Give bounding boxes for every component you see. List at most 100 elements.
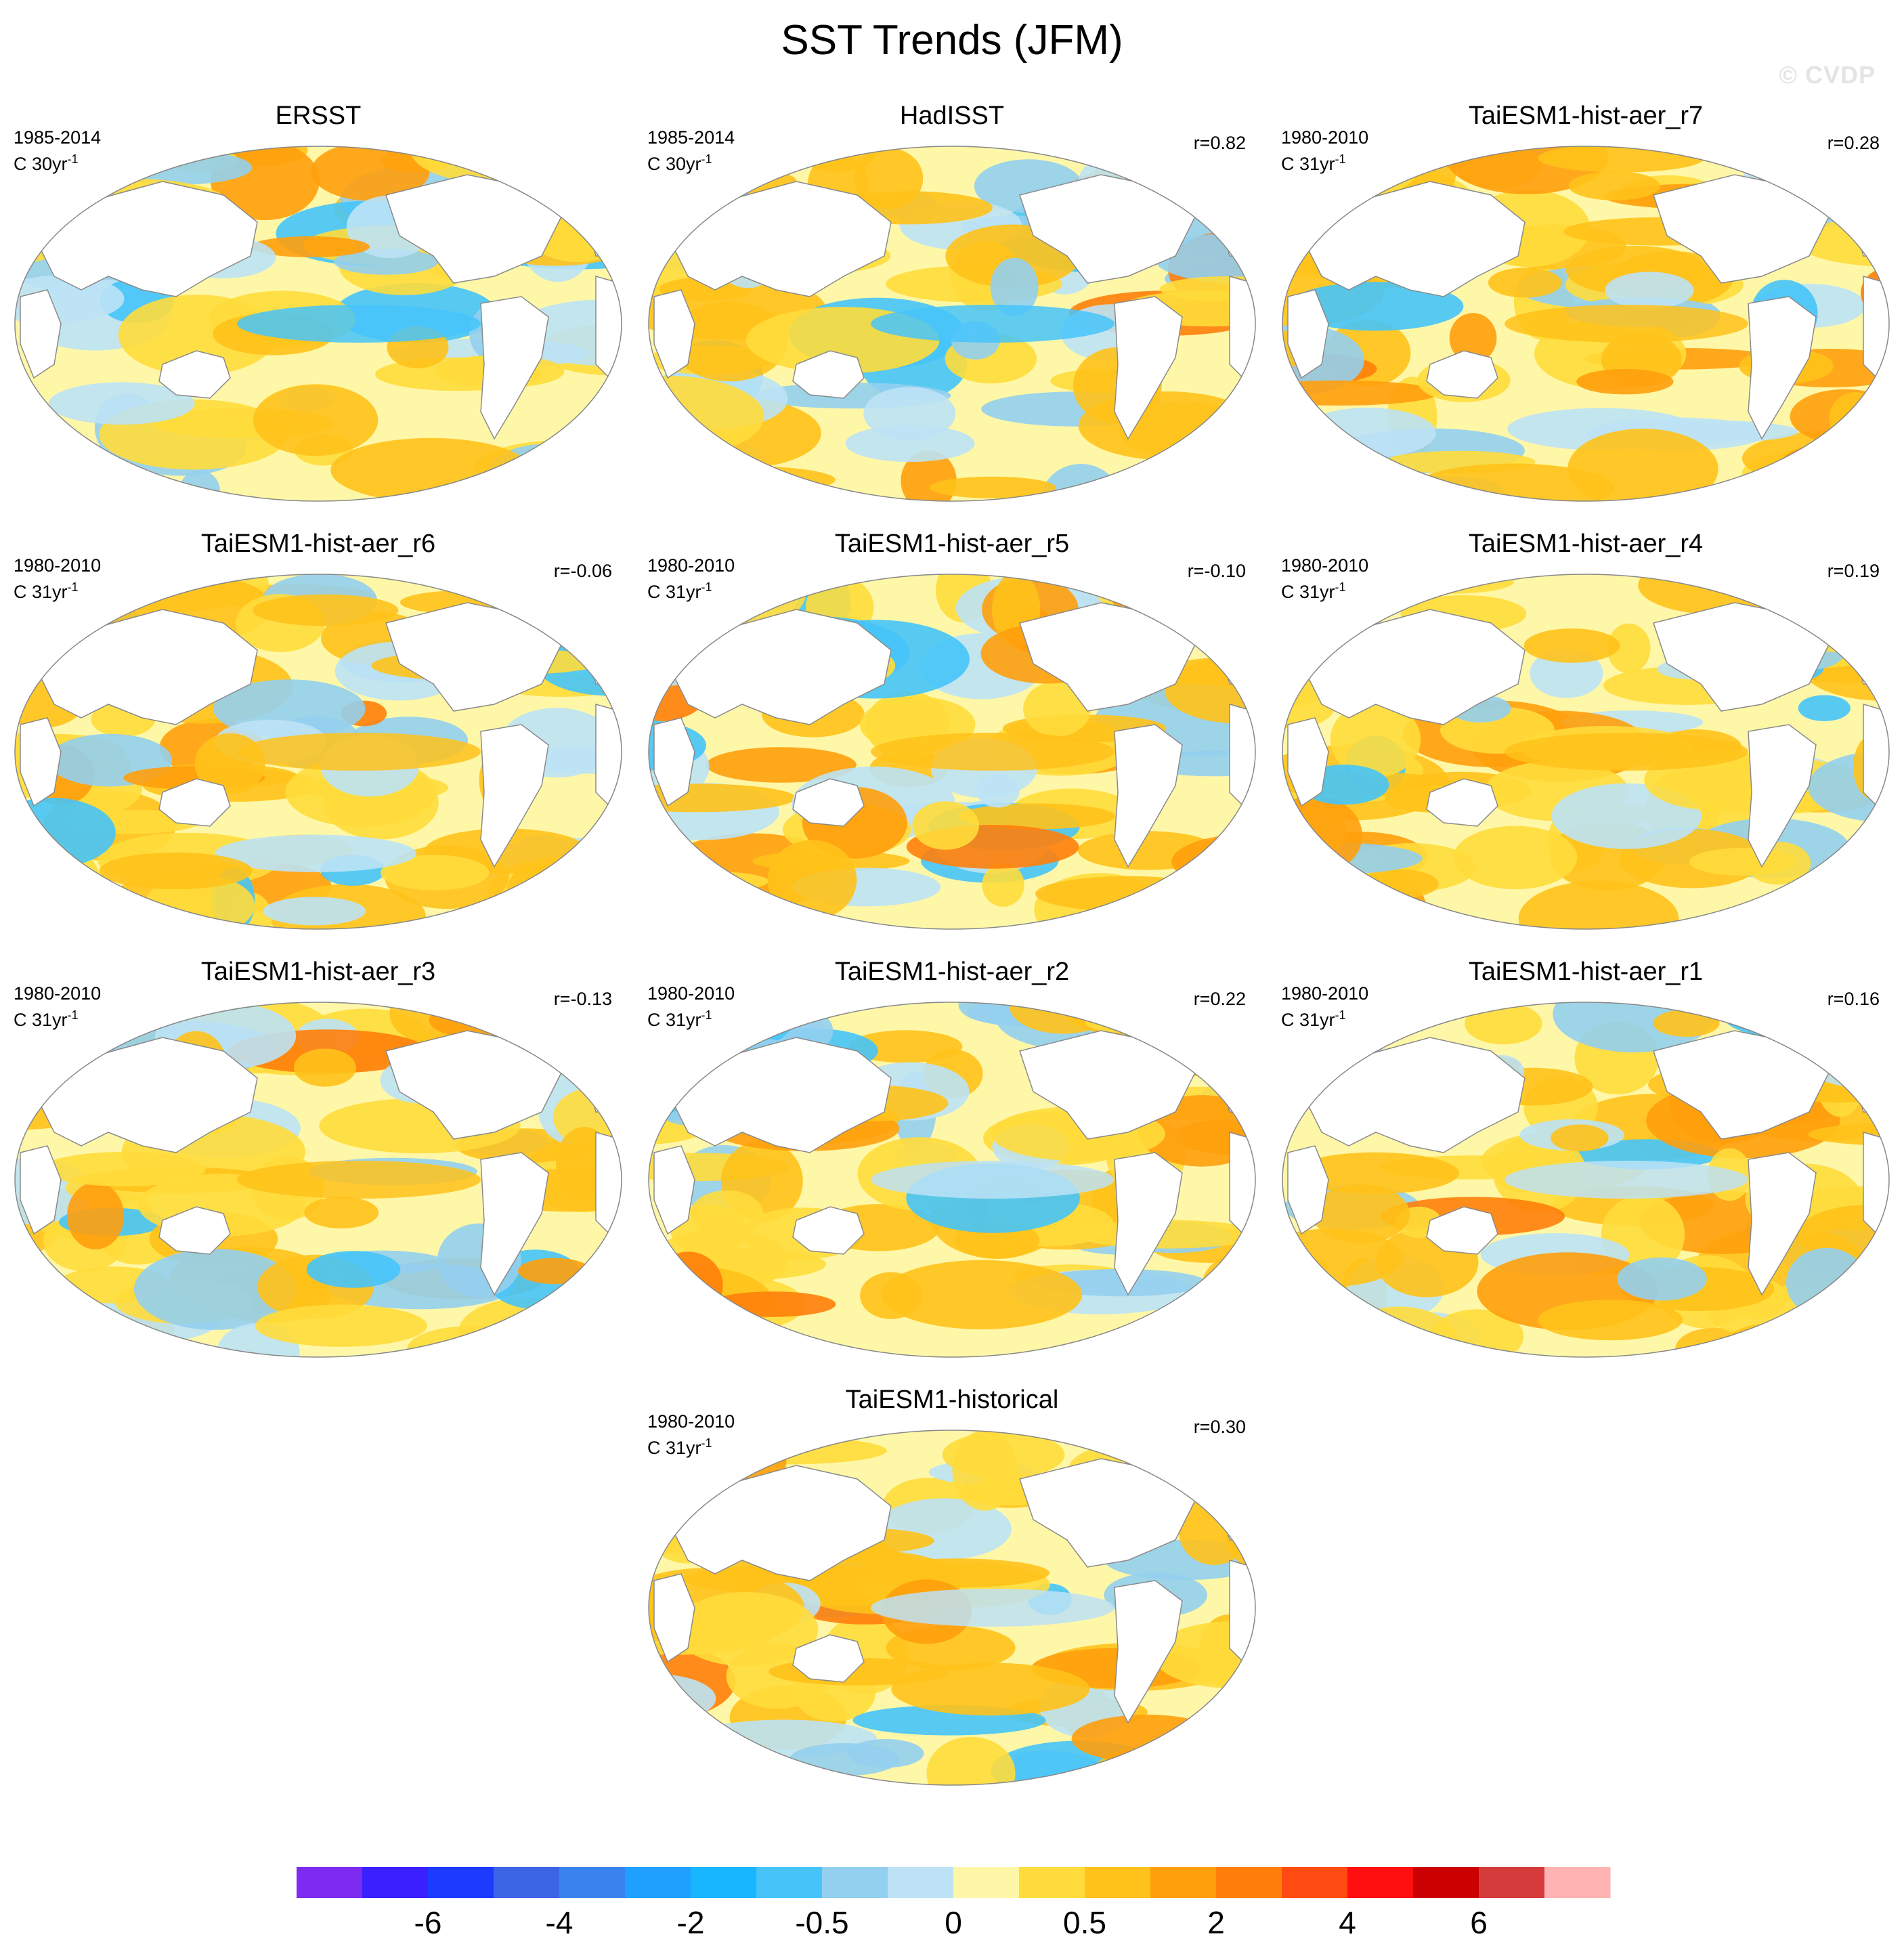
panel-correlation: r=0.19 <box>1827 561 1880 581</box>
warming-patch <box>767 840 857 920</box>
warming-patch <box>863 1558 1050 1588</box>
colorbar-swatch <box>362 1867 429 1898</box>
warming-patch <box>912 801 980 850</box>
warming-patch <box>107 1004 153 1031</box>
cooling-patch <box>519 456 622 486</box>
panel-units-exponent: -1 <box>701 1436 712 1450</box>
warming-patch <box>1136 1442 1187 1467</box>
panel-period: 1980-2010 <box>14 983 102 1004</box>
panel-units-base: C 31yr <box>1281 154 1335 174</box>
land-mass <box>480 296 549 440</box>
panel-units-exponent: -1 <box>67 580 79 594</box>
land-mass <box>1748 724 1817 868</box>
sst-map <box>14 1002 622 1358</box>
sst-map <box>648 1430 1256 1786</box>
cooling-patch <box>502 146 622 167</box>
sst-map <box>648 1002 1256 1358</box>
cooling-patch <box>555 146 622 191</box>
warming-patch <box>1330 702 1421 778</box>
land-mass <box>1114 296 1183 440</box>
sst-field <box>15 146 622 501</box>
warming-patch <box>311 146 430 201</box>
cooling-patch <box>1282 886 1385 912</box>
panel-units-base: C 30yr <box>647 154 701 174</box>
colorbar-swatch <box>888 1867 954 1898</box>
warming-patch <box>1568 171 1661 200</box>
warming-patch <box>650 574 695 644</box>
cooling-patch <box>1300 408 1436 458</box>
cooling-patch <box>1786 1247 1867 1318</box>
panel-title: TaiESM1-hist-aer_r4 <box>1468 530 1704 558</box>
cooling-patch <box>215 834 416 872</box>
panel-units-exponent: -1 <box>67 152 79 166</box>
land-mass <box>1301 1037 1526 1153</box>
warming-patch <box>1802 147 1889 197</box>
colorbar-tick-label: -0.5 <box>795 1905 848 1940</box>
land-mass <box>158 350 231 399</box>
warming-patch <box>670 301 788 382</box>
panel-units: C 30yr-1 <box>14 149 79 174</box>
warming-patch <box>1381 574 1514 594</box>
panel-units: C 31yr-1 <box>647 1433 712 1458</box>
warming-patch <box>1653 1010 1720 1037</box>
colorbar-swatch <box>1085 1867 1151 1898</box>
warming-patch <box>1035 876 1222 912</box>
warming-patch <box>982 863 1024 907</box>
colorbar-swatch <box>756 1867 823 1898</box>
tropical-pacific-band <box>1505 1161 1748 1199</box>
cooling-patch <box>519 1315 622 1357</box>
panel-period: 1985-2014 <box>647 127 735 148</box>
map-panel: TaiESM1-hist-aer_r3 1980-2010 C 31yr-1 r=-0… <box>7 956 630 1369</box>
tropical-pacific-band <box>871 1161 1115 1199</box>
panel-units: C 31yr-1 <box>1281 577 1346 602</box>
panel-period: 1980-2010 <box>647 555 735 576</box>
land-mass <box>1761 574 1838 607</box>
warming-patch <box>1282 1323 1394 1357</box>
warming-patch <box>649 871 769 892</box>
warming-patch <box>1180 1746 1227 1785</box>
figure-title: SST Trends (JFM) <box>781 17 1123 64</box>
land-mass <box>1761 146 1838 179</box>
sst-field <box>649 1002 1255 1357</box>
warming-patch <box>891 1663 1090 1716</box>
panel-units-base: C 31yr <box>1281 582 1335 602</box>
land-mass <box>1863 704 1889 807</box>
map-outline <box>648 1430 1256 1786</box>
warming-patch <box>1689 848 1797 876</box>
warming-patch <box>304 1197 379 1228</box>
land-mass <box>1114 724 1183 868</box>
warming-patch <box>686 1457 754 1478</box>
land-mass <box>20 717 62 807</box>
land-mass <box>1301 609 1526 725</box>
land-mass <box>1761 1002 1838 1035</box>
warming-patch <box>1808 1123 1889 1146</box>
hotspot-patch <box>1167 1457 1197 1481</box>
sst-field <box>649 146 1255 501</box>
land-mass <box>158 1206 231 1255</box>
land-mass <box>595 276 622 379</box>
land-mass <box>667 181 892 297</box>
land-mass <box>480 1152 549 1296</box>
land-mass <box>667 1037 892 1153</box>
panel-units: C 31yr-1 <box>14 1005 79 1030</box>
colorbar-swatch <box>822 1867 888 1898</box>
colorbar-swatch <box>494 1867 560 1898</box>
sst-map <box>14 574 622 930</box>
panel-units-exponent: -1 <box>67 1008 79 1022</box>
land-mass <box>1426 1206 1498 1255</box>
tropical-pacific-band <box>1505 733 1748 771</box>
land-mass <box>595 704 622 807</box>
warming-patch <box>1607 623 1651 674</box>
cooling-patch <box>1783 889 1839 929</box>
sst-field <box>649 1430 1255 1785</box>
land-mass <box>1287 1145 1329 1235</box>
map-panel: TaiESM1-historical 1980-2010 C 31yr-1 r=0.3… <box>641 1384 1263 1797</box>
land-mass <box>653 1145 695 1235</box>
panel-units: C 31yr-1 <box>647 577 712 602</box>
map-outline <box>1282 574 1890 930</box>
warming-patch <box>1871 434 1889 498</box>
panel-period: 1980-2010 <box>647 983 735 1004</box>
warming-patch <box>674 1592 819 1667</box>
land-mass <box>1114 1580 1183 1724</box>
colorbar-tick-label: 4 <box>1339 1905 1356 1940</box>
